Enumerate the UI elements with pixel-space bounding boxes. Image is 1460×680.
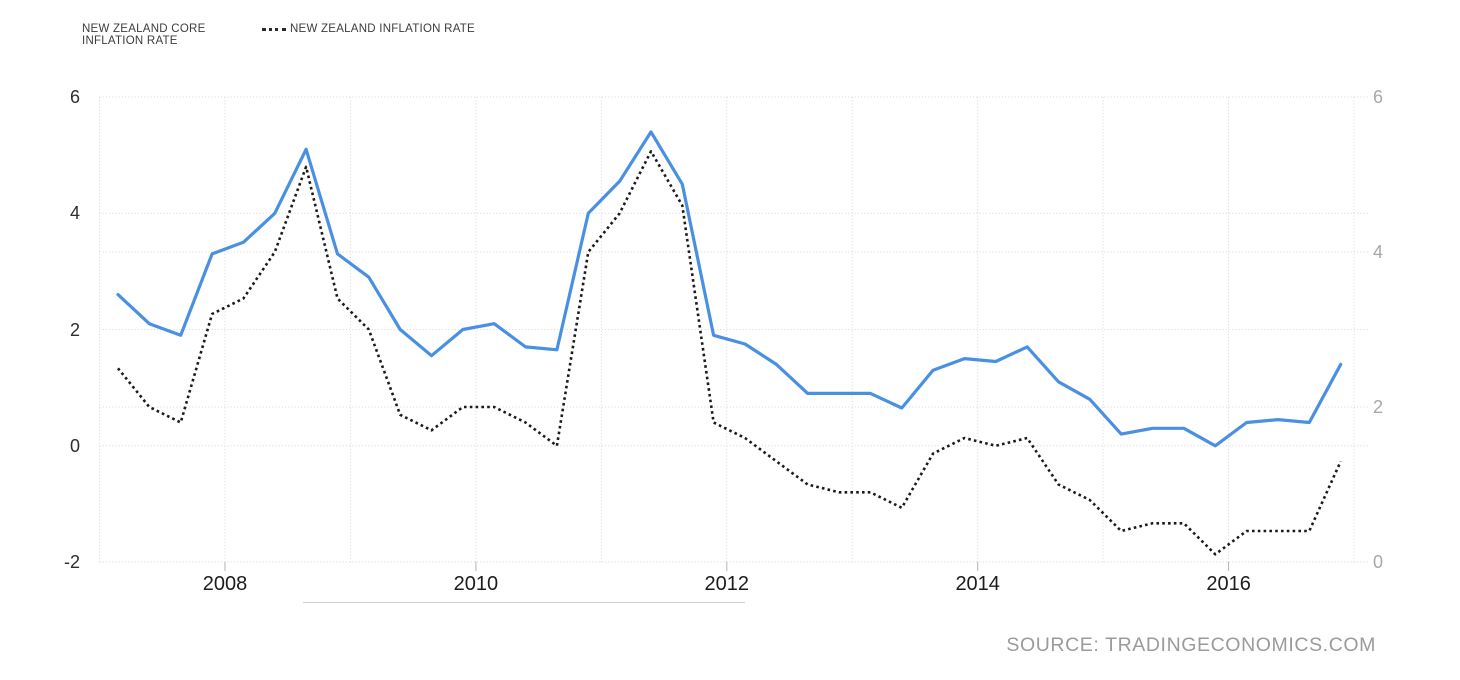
legend-item-core-inflation[interactable]: NEW ZEALAND CORE INFLATION RATE bbox=[50, 23, 260, 47]
x-axis-year-label: 2008 bbox=[202, 573, 248, 595]
legend-item-inflation-rate[interactable]: NEW ZEALAND INFLATION RATE bbox=[262, 23, 475, 36]
left-axis-tick-label: 6 bbox=[69, 87, 80, 107]
x-axis-year-label: 2014 bbox=[955, 573, 1000, 595]
right-axis-tick-label: 6 bbox=[1373, 87, 1384, 107]
x-axis-year-label: 2012 bbox=[704, 573, 750, 595]
left-axis-tick-label: 4 bbox=[69, 203, 80, 224]
x-axis-year-label: 2010 bbox=[453, 573, 499, 595]
left-axis-tick-label: 2 bbox=[69, 319, 80, 340]
legend-label-inflation-rate: NEW ZEALAND INFLATION RATE bbox=[290, 23, 475, 35]
right-axis-tick-label: 0 bbox=[1373, 552, 1384, 572]
legend-solid-line-marker bbox=[50, 34, 77, 37]
left-axis-tick-label: 0 bbox=[69, 435, 80, 456]
bottom-divider-line bbox=[303, 602, 745, 603]
source-attribution: SOURCE: TRADINGECONOMICS.COM bbox=[1006, 634, 1376, 656]
legend-dotted-line-marker bbox=[262, 28, 286, 32]
legend-label-core-inflation: NEW ZEALAND CORE INFLATION RATE bbox=[82, 23, 206, 47]
series-line-core-inflation bbox=[116, 130, 1343, 448]
gridlines bbox=[99, 96, 1368, 563]
left-axis-tick-label: -2 bbox=[63, 552, 80, 572]
series-line-inflation-rate bbox=[116, 150, 1342, 556]
right-axis-tick-label: 2 bbox=[1373, 397, 1384, 417]
right-axis-tick-label: 4 bbox=[1373, 242, 1384, 262]
x-axis-ticks bbox=[224, 562, 1230, 571]
x-axis-year-label: 2016 bbox=[1206, 573, 1251, 595]
